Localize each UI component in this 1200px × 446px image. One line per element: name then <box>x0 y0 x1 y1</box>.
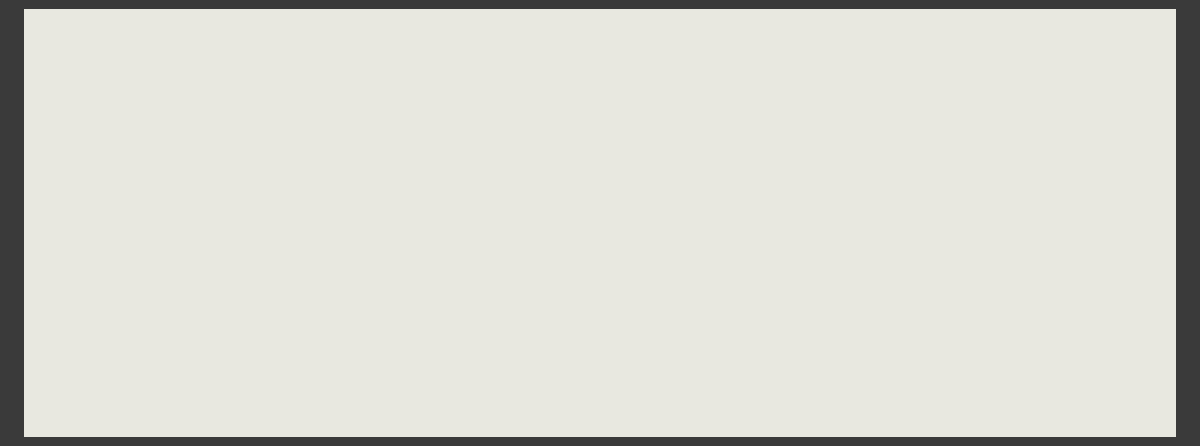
Text: Solve the following. Show complete solution, resistor combination and circuit: Solve the following. Show complete solut… <box>48 21 744 38</box>
Text: 100V: 100V <box>136 271 173 285</box>
Text: 18Ω: 18Ω <box>704 271 733 285</box>
Text: 10Ω: 10Ω <box>514 217 544 232</box>
Text: 1.  Determine R$_T$ using delta-wye or wye-delta transformation. Also, find I$_T: 1. Determine R$_T$ using delta-wye or wy… <box>60 131 737 153</box>
Text: 5Ω: 5Ω <box>518 79 539 95</box>
Text: 2Ω: 2Ω <box>330 393 350 409</box>
Text: +: + <box>229 262 242 277</box>
Text: transformation. Box final answer. Fix calculator to 4 decimal places.: transformation. Box final answer. Fix ca… <box>48 73 660 91</box>
Text: 4Ω: 4Ω <box>558 271 578 285</box>
Text: 8Ω: 8Ω <box>558 146 578 161</box>
Text: 6Ω: 6Ω <box>330 152 350 167</box>
Text: −: − <box>229 277 242 295</box>
Text: 12Ω: 12Ω <box>382 271 412 285</box>
